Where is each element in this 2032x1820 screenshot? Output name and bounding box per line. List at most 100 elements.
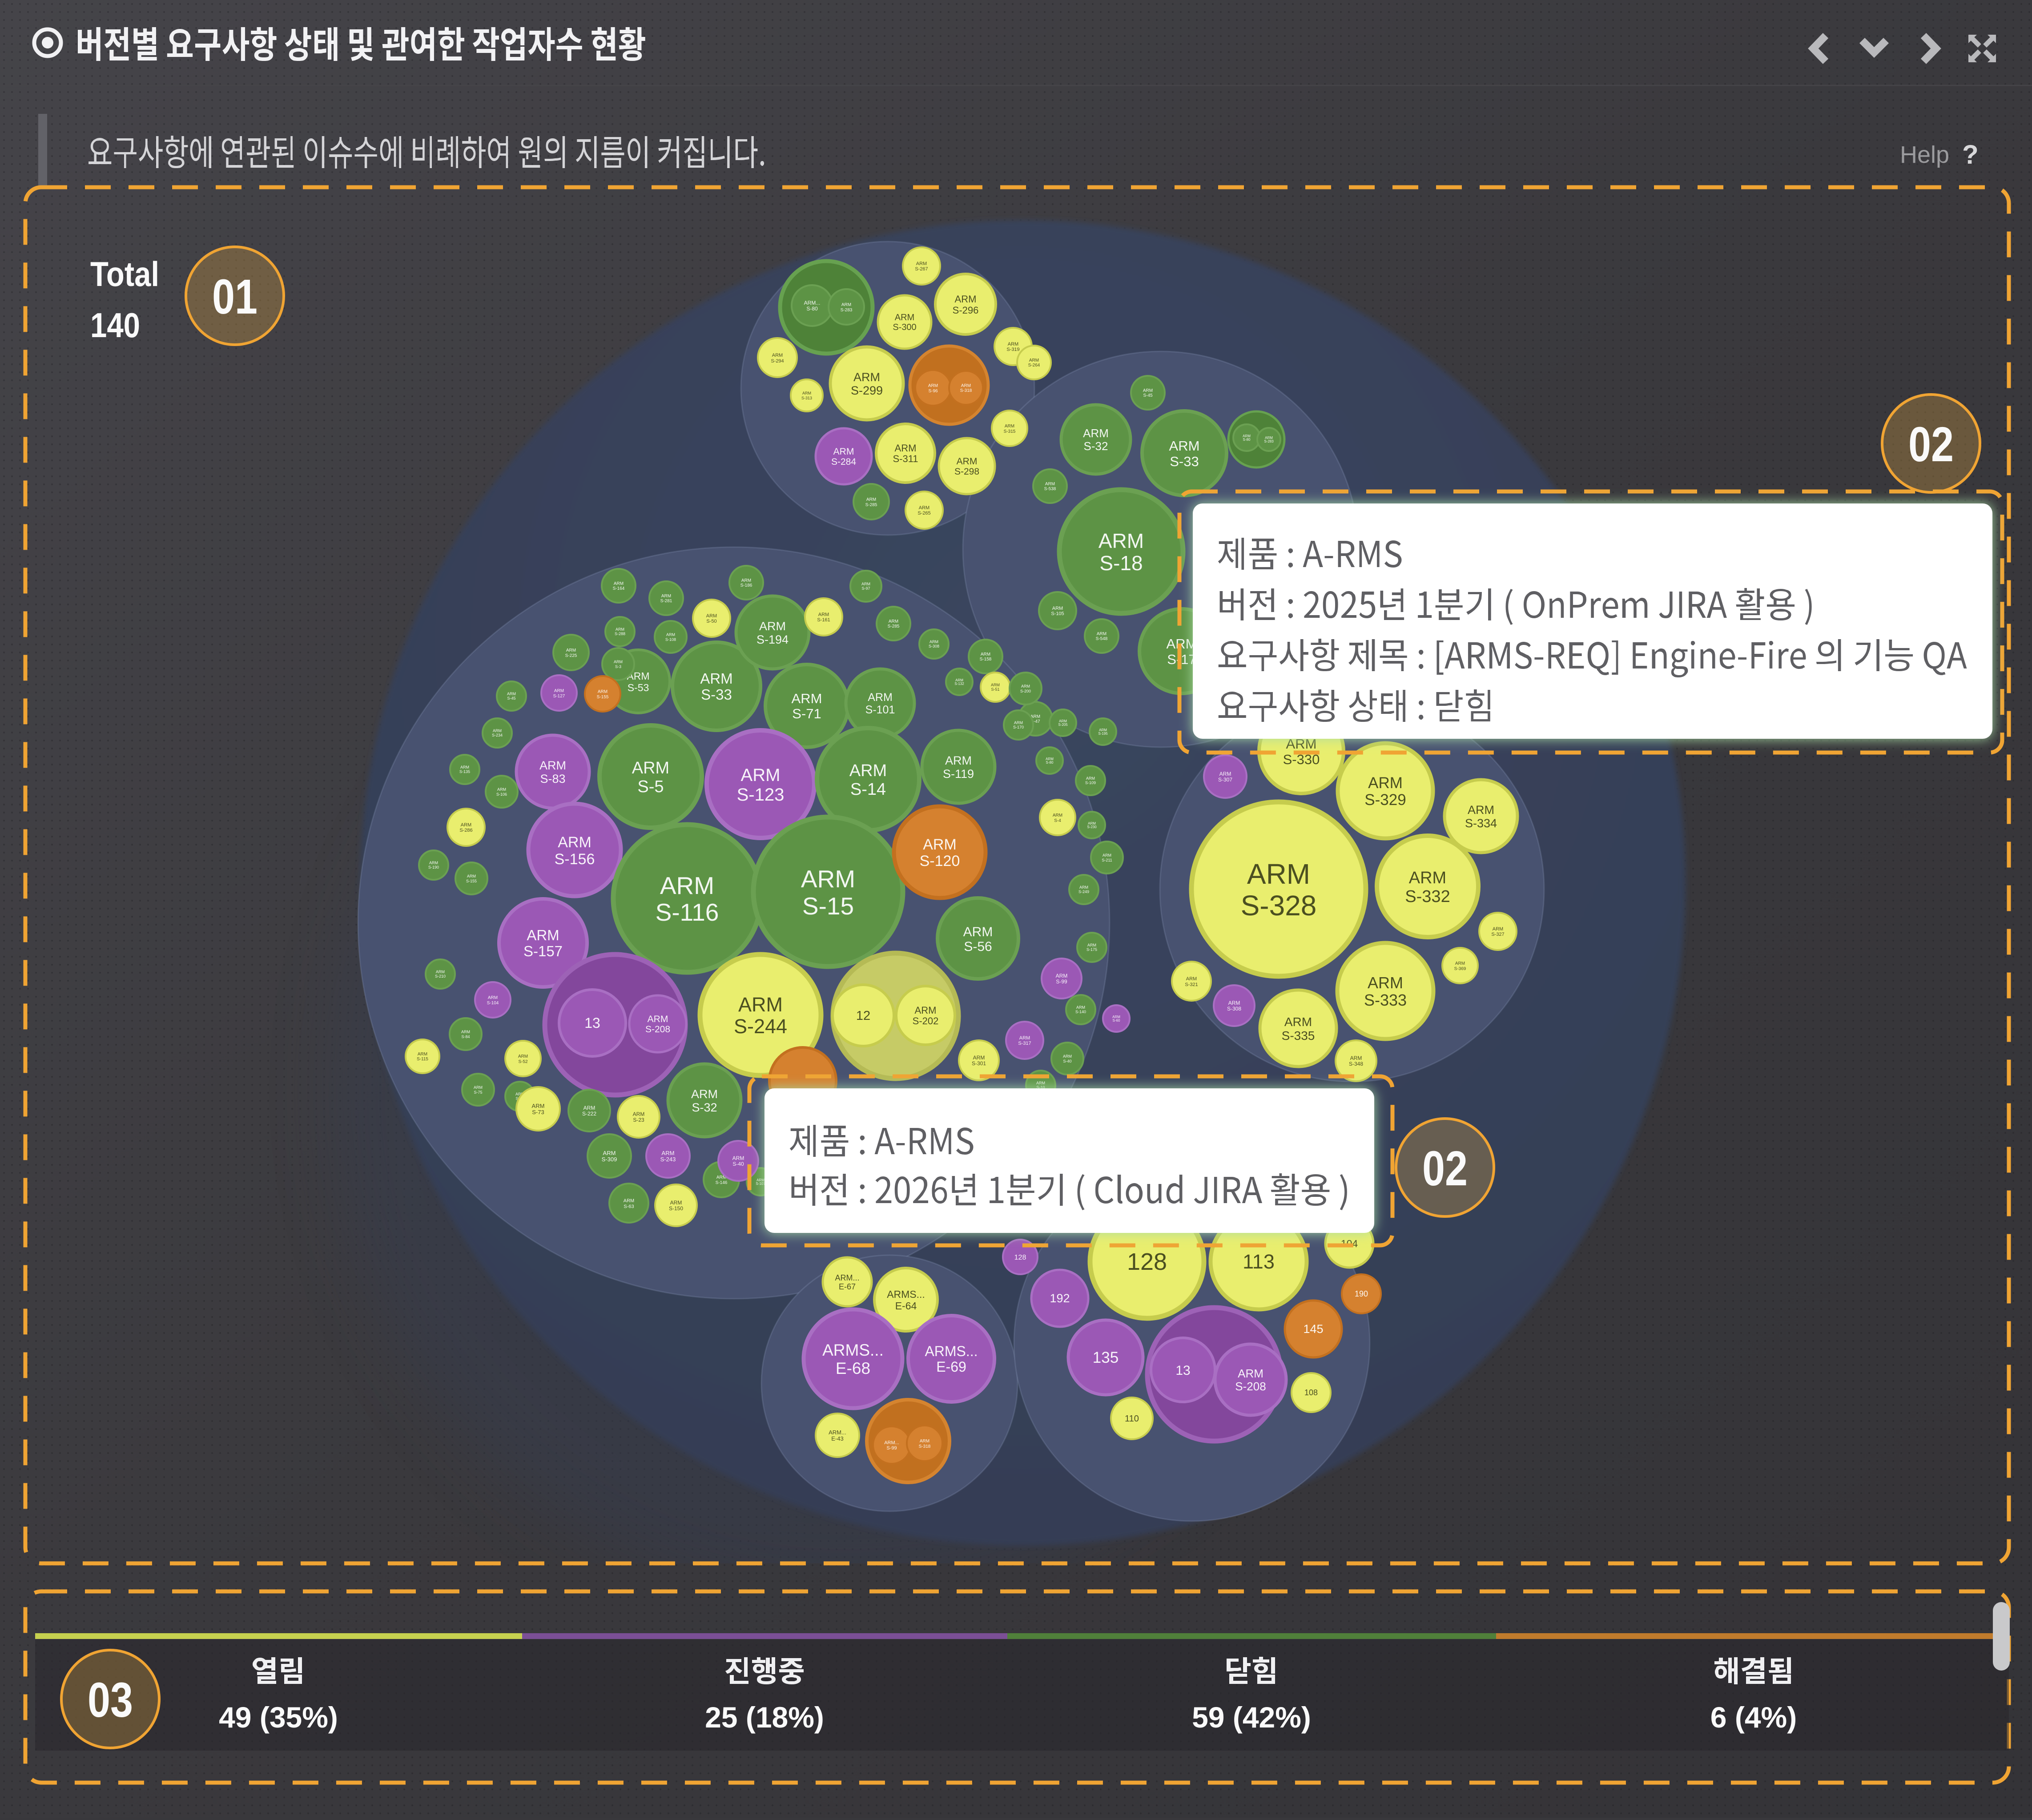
svg-text:01: 01	[212, 270, 258, 324]
svg-text:S-73: S-73	[532, 1109, 544, 1115]
svg-text:S-288: S-288	[615, 632, 625, 636]
svg-text:ARM: ARM	[866, 497, 876, 502]
svg-text:ARM: ARM	[916, 261, 927, 266]
svg-text:S-170: S-170	[1013, 725, 1024, 729]
svg-text:S-84: S-84	[461, 1035, 470, 1039]
svg-text:S-333: S-333	[1364, 991, 1407, 1009]
svg-text:ARM: ARM	[1247, 858, 1310, 890]
svg-text:110: 110	[1125, 1414, 1139, 1424]
svg-text:ARM: ARM	[1243, 434, 1251, 438]
svg-text:ARM: ARM	[895, 443, 917, 454]
svg-text:ARM: ARM	[1098, 529, 1144, 552]
svg-text:S-75: S-75	[474, 1090, 482, 1095]
svg-text:ARM: ARM	[716, 1175, 726, 1180]
svg-text:S-161: S-161	[817, 617, 830, 623]
svg-text:S-15: S-15	[802, 892, 854, 920]
svg-text:ARM: ARM	[923, 836, 957, 853]
svg-text:E-68: E-68	[836, 1359, 870, 1377]
svg-text:ARM: ARM	[616, 627, 624, 632]
svg-text:ARM: ARM	[849, 761, 887, 780]
svg-text:ARM: ARM	[539, 759, 566, 772]
svg-text:13: 13	[584, 1015, 600, 1031]
svg-text:ARM: ARM	[1493, 926, 1503, 932]
svg-text:S-155: S-155	[597, 695, 609, 700]
svg-text:128: 128	[1014, 1254, 1026, 1261]
svg-text:ARM: ARM	[488, 995, 498, 1000]
svg-text:ARM: ARM	[732, 1155, 744, 1161]
svg-text:S-318: S-318	[960, 388, 972, 393]
svg-text:ARM: ARM	[756, 1178, 765, 1182]
svg-text:135: 135	[1093, 1349, 1119, 1366]
svg-text:S-164: S-164	[613, 586, 625, 591]
svg-text:128: 128	[1127, 1248, 1167, 1275]
svg-text:ARM: ARM	[1265, 436, 1273, 440]
svg-text:ARM: ARM	[1052, 606, 1063, 611]
svg-text:S-158: S-158	[980, 657, 992, 662]
svg-text:S-120: S-120	[920, 853, 960, 870]
svg-text:ARM: ARM	[1063, 1054, 1072, 1059]
svg-text:ARM: ARM	[418, 1052, 427, 1057]
svg-text:S-307: S-307	[1218, 777, 1232, 783]
svg-text:ARMS...: ARMS...	[925, 1343, 978, 1359]
svg-text:S-211: S-211	[1102, 858, 1112, 862]
svg-text:S-300: S-300	[893, 322, 916, 332]
svg-text:S-200: S-200	[1020, 689, 1031, 693]
svg-text:S-119: S-119	[943, 767, 974, 781]
svg-text:S-17: S-17	[1167, 652, 1196, 667]
svg-text:ARM: ARM	[1053, 813, 1062, 818]
svg-text:ARM: ARM	[691, 1087, 718, 1101]
svg-text:S-284: S-284	[831, 457, 856, 467]
svg-text:ARM: ARM	[1087, 943, 1096, 947]
svg-text:ARM: ARM	[955, 294, 977, 305]
svg-text:S-33: S-33	[701, 686, 732, 703]
svg-text:ARM: ARM	[1059, 719, 1067, 723]
svg-text:ARM: ARM	[1238, 1367, 1263, 1380]
svg-text:ARM: ARM	[1030, 714, 1040, 719]
svg-text:ARM: ARM	[868, 691, 893, 704]
svg-text:ARMS...: ARMS...	[822, 1341, 884, 1359]
svg-text:S-51: S-51	[991, 687, 999, 692]
svg-text:ARM: ARM	[661, 594, 671, 599]
svg-text:E-67: E-67	[839, 1282, 856, 1291]
svg-text:S-243: S-243	[660, 1156, 676, 1163]
svg-text:ARM...: ARM...	[884, 1440, 899, 1446]
svg-text:190: 190	[1355, 1289, 1368, 1298]
svg-text:S-234: S-234	[492, 733, 503, 737]
svg-text:ARM: ARM	[614, 660, 623, 664]
svg-text:S-202: S-202	[913, 1015, 939, 1027]
svg-text:S-32: S-32	[1084, 439, 1108, 453]
svg-text:S-105: S-105	[1051, 611, 1064, 616]
svg-text:ARM: ARM	[648, 1014, 668, 1024]
svg-text:108: 108	[1304, 1388, 1318, 1397]
svg-text:13: 13	[1175, 1363, 1190, 1378]
svg-text:ARM: ARM	[1014, 721, 1023, 725]
svg-text:ARM: ARM	[1112, 1015, 1120, 1019]
svg-text:ARM...: ARM...	[835, 1273, 859, 1282]
svg-text:S-329: S-329	[1364, 791, 1406, 809]
svg-text:S-190: S-190	[428, 865, 439, 870]
svg-text:S-318: S-318	[919, 1444, 931, 1449]
svg-text:ARM: ARM	[833, 447, 854, 457]
svg-text:ARM...: ARM...	[829, 1429, 846, 1436]
svg-text:ARM: ARM	[1086, 776, 1095, 781]
svg-text:S-146: S-146	[716, 1180, 728, 1185]
svg-text:ARM: ARM	[1099, 728, 1107, 732]
svg-text:ARM: ARM	[1008, 342, 1018, 347]
svg-text:ARM: ARM	[614, 581, 624, 586]
svg-text:145: 145	[1303, 1322, 1323, 1336]
svg-text:ARM: ARM	[429, 861, 438, 865]
svg-text:02: 02	[1422, 1141, 1468, 1196]
svg-text:ARM: ARM	[493, 729, 502, 733]
svg-text:S-3: S-3	[615, 664, 621, 669]
svg-text:S-83: S-83	[540, 772, 565, 785]
svg-text:ARM: ARM	[981, 652, 990, 657]
svg-text:6 (4%): 6 (4%)	[1710, 1701, 1797, 1734]
svg-text:S-45: S-45	[507, 696, 515, 701]
svg-text:S-210: S-210	[435, 974, 446, 978]
svg-text:ARM: ARM	[738, 993, 783, 1016]
svg-text:ARM: ARM	[460, 765, 469, 769]
svg-text:S-18: S-18	[1099, 552, 1143, 575]
svg-text:S-348: S-348	[1349, 1061, 1363, 1067]
svg-text:S-317: S-317	[1018, 1041, 1031, 1046]
svg-text:S-104: S-104	[487, 1001, 499, 1006]
